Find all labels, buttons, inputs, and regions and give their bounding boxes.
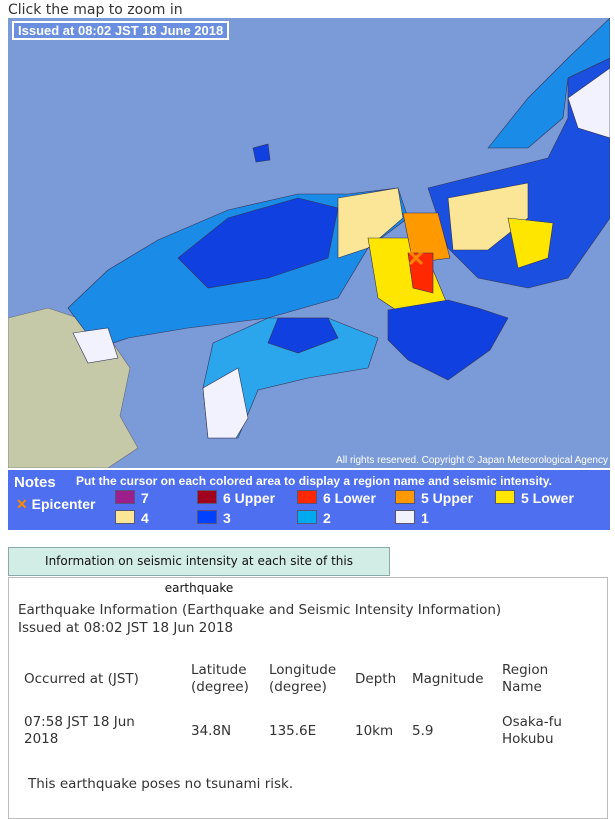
legend-item: 3 xyxy=(197,510,231,526)
legend-label: 3 xyxy=(223,510,231,526)
legend-label: 5 Lower xyxy=(521,490,574,506)
cell: 10km xyxy=(355,722,394,739)
legend-item: 1 xyxy=(395,510,429,526)
header-cell: Longitude (degree) xyxy=(269,662,337,695)
legend-panel: Notes Put the cursor on each colored are… xyxy=(8,470,610,530)
cell: 07:58 JST 18 Jun 2018 xyxy=(24,714,135,747)
legend-label: 2 xyxy=(323,510,331,526)
header-cell: Occurred at (JST) xyxy=(24,670,139,687)
tsunami-note: This earthquake poses no tsunami risk. xyxy=(28,776,294,792)
cell: 135.6E xyxy=(269,722,317,739)
cell: 5.9 xyxy=(412,722,434,739)
notes-title: Notes xyxy=(14,474,56,491)
site-intensity-button[interactable]: Information on seismic intensity at each… xyxy=(8,547,390,595)
header-cell: Region Name xyxy=(502,662,549,695)
instruction: Click the map to zoom in xyxy=(8,2,183,18)
cell: Osaka-fu Hokubu xyxy=(502,714,562,747)
legend-swatch xyxy=(297,510,317,524)
info-issued: Issued at 08:02 JST 18 Jun 2018 xyxy=(18,620,234,636)
legend-swatch xyxy=(115,510,135,524)
legend-label: 5 Upper xyxy=(421,490,474,506)
legend-label: 1 xyxy=(421,510,429,526)
legend-label: 6 Lower xyxy=(323,490,376,506)
header-cell: Depth xyxy=(355,670,397,687)
intensity-map[interactable] xyxy=(8,18,610,468)
legend-swatch xyxy=(297,490,317,504)
legend-swatch xyxy=(197,510,217,524)
legend-item: 6 Upper xyxy=(197,490,275,506)
page: Click the map to zoom in Issued at 08:02… xyxy=(8,2,610,819)
cell: 34.8N xyxy=(191,722,232,739)
legend-swatch xyxy=(495,490,515,504)
legend-label: 7 xyxy=(141,490,149,506)
legend-swatch xyxy=(395,490,415,504)
info-title: Earthquake Information (Earthquake and S… xyxy=(18,602,502,618)
map-issued: Issued at 08:02 JST 18 June 2018 xyxy=(12,21,230,40)
epicenter-label: Epicenter xyxy=(31,496,96,512)
header-row: Occurred at (JST) Latitude (degree) Long… xyxy=(18,658,562,700)
legend-item: 6 Lower xyxy=(297,490,376,506)
legend-item: 5 Lower xyxy=(495,490,574,506)
epicenter-legend: ✕ Epicenter xyxy=(16,496,96,512)
notes-instruction: Put the cursor on each colored area to d… xyxy=(76,474,552,488)
legend-label: 4 xyxy=(141,510,149,526)
legend-swatch xyxy=(115,490,135,504)
legend-swatch xyxy=(197,490,217,504)
legend-label: 6 Upper xyxy=(223,490,276,506)
legend-item: 5 Upper xyxy=(395,490,473,506)
legend-item: 7 xyxy=(115,490,149,506)
header-cell: Magnitude xyxy=(412,670,484,687)
legend-item: 2 xyxy=(297,510,331,526)
legend-swatch xyxy=(395,510,415,524)
data-row: 07:58 JST 18 Jun 2018 34.8N 135.6E 10km … xyxy=(18,700,562,752)
copyright: All rights reserved. Copyright © Japan M… xyxy=(336,455,608,466)
legend-item: 4 xyxy=(115,510,149,526)
header-cell: Latitude (degree) xyxy=(191,662,249,695)
info-table: Occurred at (JST) Latitude (degree) Long… xyxy=(18,658,562,752)
